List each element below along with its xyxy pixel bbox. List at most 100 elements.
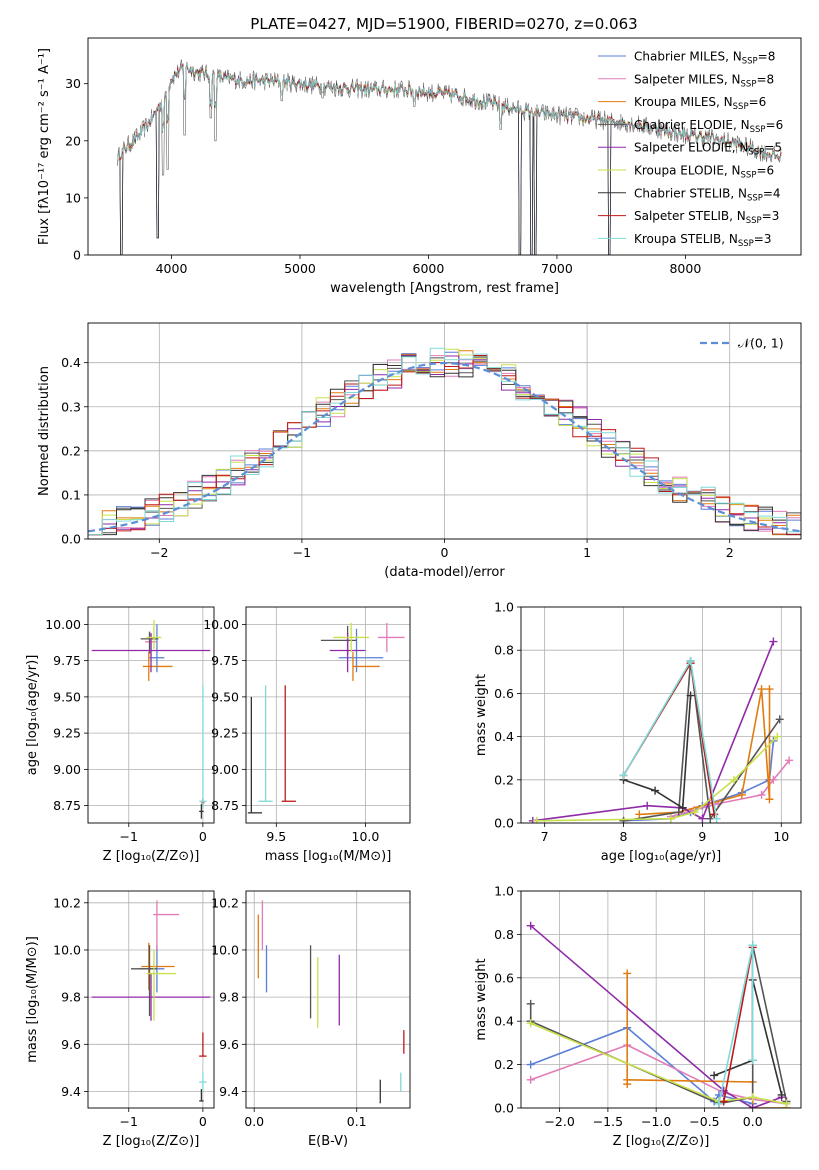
y-tick-label: 0 bbox=[73, 248, 81, 263]
mass-weight-marker bbox=[526, 1019, 535, 1028]
x-tick-label: 1 bbox=[583, 545, 591, 560]
x-axis-label: age [log₁₀(age/yr)] bbox=[601, 849, 722, 864]
mass-weight-marker bbox=[526, 999, 535, 1008]
mass-weight-marker bbox=[619, 771, 628, 780]
spectrum-model-line bbox=[117, 63, 782, 164]
x-tick-label: 7000 bbox=[541, 261, 573, 276]
x-tick-label: 5000 bbox=[284, 261, 316, 276]
mass-weight-marker bbox=[690, 808, 699, 817]
mass-weight-marker bbox=[686, 657, 695, 665]
y-tick-label: 0.4 bbox=[494, 1014, 514, 1029]
y-axis-label: mass weight bbox=[474, 958, 489, 1040]
mass-weight-marker bbox=[666, 814, 675, 823]
y-tick-label: 9.25 bbox=[211, 726, 239, 741]
x-tick-label: −2 bbox=[150, 545, 168, 560]
histogram-step bbox=[88, 347, 801, 536]
x-tick-label: 0 bbox=[199, 829, 207, 844]
y-axis-label: age [log₁₀(age/yr)] bbox=[25, 655, 40, 776]
legend-label: Chabrier MILES, NSSP=8 bbox=[634, 50, 775, 67]
y-tick-label: 0.8 bbox=[494, 643, 514, 658]
mass-weight-marker bbox=[757, 790, 766, 799]
x-tick-label: 9 bbox=[698, 829, 706, 844]
x-axis-label: Z [log₁₀(Z/Z⊙)] bbox=[103, 1134, 200, 1149]
x-tick-label: 10.0 bbox=[352, 829, 380, 844]
y-tick-label: 10.2 bbox=[53, 895, 81, 910]
x-tick-label: 7 bbox=[541, 829, 549, 844]
x-tick-label: −0.5 bbox=[689, 1114, 719, 1129]
x-axis-label: Z [log₁₀(Z/Z⊙)] bbox=[103, 849, 200, 864]
y-tick-label: 0.0 bbox=[61, 532, 81, 547]
mass-weight-line bbox=[530, 1022, 787, 1105]
y-tick-label: 9.4 bbox=[61, 1084, 81, 1099]
mass-weight-marker bbox=[710, 810, 719, 819]
mass-weight-vs-age-panel: 7 8 9 10 0.0 0.2 0.4 0.6 0.8 1.0 age [log₁₀(age/yr… bbox=[474, 600, 802, 864]
plot-area bbox=[257, 900, 405, 1104]
x-tick-label: 2 bbox=[726, 545, 734, 560]
mass-weight-marker bbox=[765, 795, 774, 804]
axes-frame bbox=[520, 890, 802, 1109]
mass-weight-marker bbox=[623, 969, 632, 978]
mass-weight-marker bbox=[532, 816, 541, 823]
y-tick-label: 10.00 bbox=[45, 617, 81, 632]
mass-weight-line bbox=[723, 947, 754, 1102]
y-tick-label: 9.00 bbox=[53, 762, 81, 777]
axes-frame bbox=[87, 890, 215, 1109]
y-tick-label: 10.0 bbox=[53, 942, 81, 957]
y-tick-label: 9.50 bbox=[53, 689, 81, 704]
axes-frame bbox=[87, 37, 802, 256]
mass-weight-marker bbox=[769, 775, 778, 784]
plot-area bbox=[91, 620, 211, 819]
y-axis-label: Flux [fλ10⁻¹⁷ erg cm⁻² s⁻¹ A⁻¹] bbox=[37, 48, 52, 245]
x-tick-label: 0 bbox=[199, 1114, 207, 1129]
y-tick-label: 30 bbox=[65, 76, 81, 91]
mass-weight-marker bbox=[526, 921, 535, 930]
axes-frame bbox=[87, 322, 802, 540]
legend-label: Kroupa MILES, NSSP=6 bbox=[634, 95, 766, 112]
y-tick-label: 0.6 bbox=[494, 686, 514, 701]
mass-weight-marker bbox=[719, 1097, 728, 1106]
y-tick-label: 0.4 bbox=[61, 355, 81, 370]
y-tick-label: 1.0 bbox=[494, 600, 514, 615]
mass-weight-marker bbox=[748, 941, 757, 950]
mass-weight-marker bbox=[712, 814, 721, 823]
legend-label: Salpeter MILES, NSSP=8 bbox=[634, 72, 774, 89]
y-tick-label: 0.2 bbox=[494, 1057, 514, 1072]
age-vs-mass-panel: 9.5 10.0 8.75 9.00 9.25 9.50 9.75 10.00 mass [lo… bbox=[203, 606, 411, 864]
axes-frame bbox=[520, 606, 802, 824]
mass-weight-marker bbox=[698, 814, 707, 823]
mass-weight-marker bbox=[729, 775, 738, 784]
residuals-histogram-panel: −2 −1 0 1 2 0.0 0.1 0.2 0.3 0.4 (data-model)/error… bbox=[37, 322, 802, 580]
legend-label: Salpeter ELODIE, NSSP=5 bbox=[634, 141, 782, 158]
legend-label: Salpeter STELIB, NSSP=3 bbox=[634, 209, 779, 226]
y-tick-label: 0.0 bbox=[494, 816, 514, 831]
mass-weight-marker bbox=[769, 637, 778, 646]
y-tick-label: 9.8 bbox=[61, 990, 81, 1005]
mass-weight-line bbox=[718, 945, 754, 1104]
figure-title: PLATE=0427, MJD=51900, FIBERID=0270, z=0… bbox=[250, 15, 637, 33]
y-tick-label: 9.75 bbox=[211, 653, 239, 668]
legend-label: Kroupa STELIB, NSSP=3 bbox=[634, 232, 772, 249]
y-tick-label: 10.0 bbox=[211, 942, 239, 957]
mass-weight-marker bbox=[623, 1075, 632, 1084]
y-tick-label: 0.4 bbox=[494, 729, 514, 744]
y-tick-label: 0.3 bbox=[61, 399, 81, 414]
x-tick-label: 9.5 bbox=[266, 829, 286, 844]
mass-weight-marker bbox=[785, 756, 794, 765]
y-tick-label: 0.2 bbox=[494, 772, 514, 787]
y-axis-label: mass [log₁₀(M/M⊙)] bbox=[25, 936, 40, 1063]
mass-weight-line bbox=[626, 973, 787, 1108]
axes-frame bbox=[245, 606, 411, 824]
legend-label: Chabrier STELIB, NSSP=4 bbox=[634, 186, 781, 203]
mass-weight-marker bbox=[674, 808, 683, 817]
y-tick-label: 0.6 bbox=[494, 970, 514, 985]
y-tick-label: 9.50 bbox=[211, 689, 239, 704]
mass-weight-marker bbox=[526, 1075, 535, 1084]
mass-weight-marker bbox=[757, 685, 766, 694]
y-tick-label: 9.00 bbox=[211, 762, 239, 777]
legend-label: Kroupa ELODIE, NSSP=6 bbox=[634, 164, 774, 181]
x-axis-label: Z [log₁₀(Z/Z⊙)] bbox=[613, 1134, 710, 1149]
y-tick-label: 0.1 bbox=[61, 487, 81, 502]
mass-weight-marker bbox=[635, 810, 644, 819]
plot-area bbox=[528, 637, 794, 823]
y-tick-label: 9.6 bbox=[61, 1037, 81, 1052]
